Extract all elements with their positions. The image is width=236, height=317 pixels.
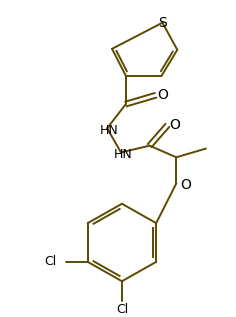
Text: HN: HN <box>100 124 118 137</box>
Text: Cl: Cl <box>44 256 56 268</box>
Text: Cl: Cl <box>116 303 128 316</box>
Text: O: O <box>180 178 191 192</box>
Text: S: S <box>158 16 167 30</box>
Text: O: O <box>157 88 168 102</box>
Text: HN: HN <box>114 148 132 161</box>
Text: O: O <box>169 118 180 132</box>
